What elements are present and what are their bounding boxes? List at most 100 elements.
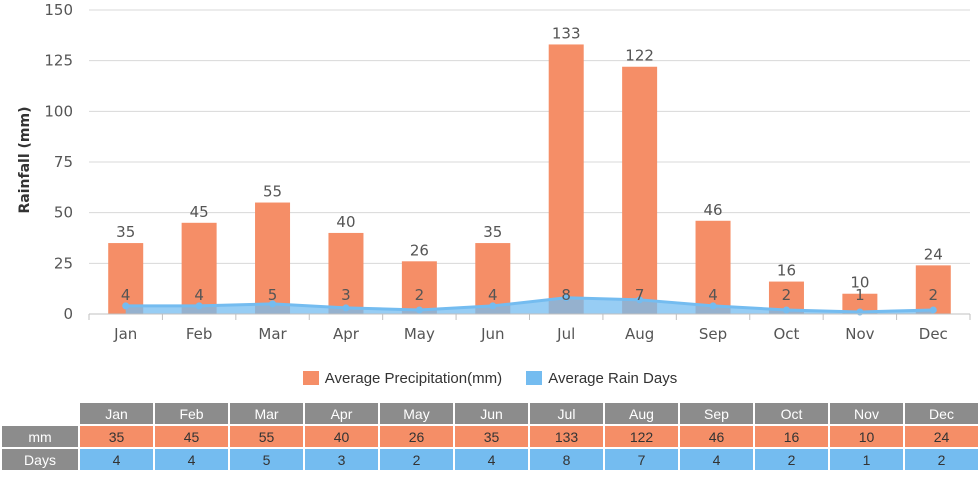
rain-days-data-label: 2 (782, 286, 792, 304)
legend-item-precipitation[interactable]: Average Precipitation(mm) (302, 369, 503, 387)
rainfall-chart: Jan Feb Mar Apr May Jun Jul Aug Sep Oct Nov Dec 025… (17, 1, 971, 343)
x-tick-label: Jun (480, 325, 504, 343)
precipitation-bar (475, 243, 511, 314)
table-cell-days: 2 (755, 449, 828, 470)
y-tick-label: 150 (44, 1, 73, 19)
x-tick-label: May (404, 325, 435, 343)
y-tick-label: 50 (54, 204, 73, 222)
legend-item-rain-days[interactable]: Average Rain Days (526, 370, 677, 387)
table-cell-days: 4 (80, 449, 153, 470)
rain-days-data-label: 4 (488, 286, 498, 304)
precipitation-bar (108, 243, 144, 314)
rain-days-point (636, 296, 644, 304)
precipitation-data-label: 40 (336, 213, 355, 231)
y-tick-label: 75 (54, 153, 73, 171)
precipitation-data-label: 46 (703, 201, 722, 219)
x-tick-label: Feb (186, 325, 213, 343)
table-header-cell: Aug (605, 403, 678, 424)
table-cell-days: 7 (605, 449, 678, 470)
rain-days-point (342, 304, 350, 312)
table-cell-days: 4 (680, 449, 753, 470)
y-tick-label: 25 (54, 254, 73, 272)
table-cell-mm: 35 (80, 426, 153, 447)
y-axis-title: Rainfall (mm) (17, 107, 33, 214)
x-tick-label: Aug (625, 325, 654, 343)
table-header-cell: Oct (755, 403, 828, 424)
table-header-cell: Apr (305, 403, 378, 424)
table-header-cell: Nov (830, 403, 903, 424)
precipitation-data-label: 35 (483, 223, 502, 241)
table-cell-days: 4 (155, 449, 228, 470)
rain-days-area (122, 294, 937, 316)
table-cell-mm: 26 (380, 426, 453, 447)
table-cell-mm: 24 (905, 426, 978, 447)
table-corner-cell (2, 403, 78, 424)
rain-days-data-label: 4 (708, 286, 718, 304)
legend-label-rain-days: Average Rain Days (548, 369, 678, 387)
rain-days-data-label: 5 (268, 286, 278, 304)
rain-days-data-label: 7 (635, 286, 645, 304)
rain-days-point (195, 302, 203, 310)
precipitation-bar (255, 202, 291, 314)
table-row-label-days: Days (2, 449, 78, 470)
precipitation-bar (622, 66, 658, 314)
rain-days-data-label: 3 (341, 286, 351, 304)
x-tick-label: Apr (333, 325, 360, 343)
chart-legend: Average Precipitation(mm) Average Rain D… (0, 369, 980, 387)
legend-label-precipitation: Average Precipitation(mm) (324, 369, 503, 387)
precipitation-bar (401, 261, 437, 314)
precipitation-bar (548, 44, 584, 314)
precipitation-bar (328, 232, 364, 314)
x-tick-label: Dec (919, 325, 948, 343)
table-cell-mm: 133 (530, 426, 603, 447)
rain-days-point (122, 302, 130, 310)
precipitation-data-label: 45 (190, 203, 209, 221)
precipitation-bar (915, 265, 951, 314)
x-axis: Jan Feb Mar Apr May Jun Jul Aug Sep Oct Nov Dec (88, 313, 971, 343)
rain-days-point (929, 306, 937, 314)
table-cell-days: 4 (455, 449, 528, 470)
legend-swatch-precipitation (302, 370, 319, 385)
precipitation-data-label: 26 (410, 241, 429, 259)
precipitation-bar (181, 222, 217, 314)
table-header-cell: Sep (680, 403, 753, 424)
rain-days-fill (125, 297, 934, 314)
table-cell-mm: 55 (230, 426, 303, 447)
table-cell-days: 2 (380, 449, 453, 470)
table-cell-mm: 16 (755, 426, 828, 447)
x-tick-label: Mar (258, 325, 287, 343)
table-cell-days: 3 (305, 449, 378, 470)
rain-days-point (415, 306, 423, 314)
table-row-mm: mm 35 45 55 40 26 35 133 122 46 16 10 24 (2, 426, 978, 447)
rain-days-data-label: 8 (561, 286, 571, 304)
table-cell-mm: 45 (155, 426, 228, 447)
precipitation-data-label: 133 (552, 24, 581, 42)
table-row-label-mm: mm (2, 426, 78, 447)
data-table: Jan Feb Mar Apr May Jun Jul Aug Sep Oct Nov Dec mm … (0, 401, 980, 472)
table-cell-mm: 122 (605, 426, 678, 447)
table-cell-days: 2 (905, 449, 978, 470)
rain-days-point (269, 300, 277, 308)
precipitation-data-label: 24 (924, 245, 943, 263)
table-header-cell: May (380, 403, 453, 424)
precipitation-data-label: 122 (625, 47, 654, 65)
x-tick-label: Nov (845, 325, 874, 343)
rain-days-data-label: 4 (121, 286, 131, 304)
y-tick-label: 100 (44, 102, 73, 120)
table-header-cell: Mar (230, 403, 303, 424)
table-cell-mm: 40 (305, 426, 378, 447)
x-tick-label: Jan (113, 325, 137, 343)
table-cell-days: 5 (230, 449, 303, 470)
rain-days-point (782, 306, 790, 314)
x-tick-label: Jul (556, 325, 575, 343)
rain-days-data-label: 2 (415, 286, 425, 304)
table-cell-mm: 46 (680, 426, 753, 447)
table-cell-mm: 10 (830, 426, 903, 447)
legend-swatch-rain-days (526, 370, 543, 385)
grid-lines (89, 9, 970, 315)
precipitation-data-label: 55 (263, 183, 282, 201)
x-tick-label: Oct (773, 325, 799, 343)
x-tick-label: Sep (699, 325, 727, 343)
precipitation-bars (108, 44, 951, 314)
